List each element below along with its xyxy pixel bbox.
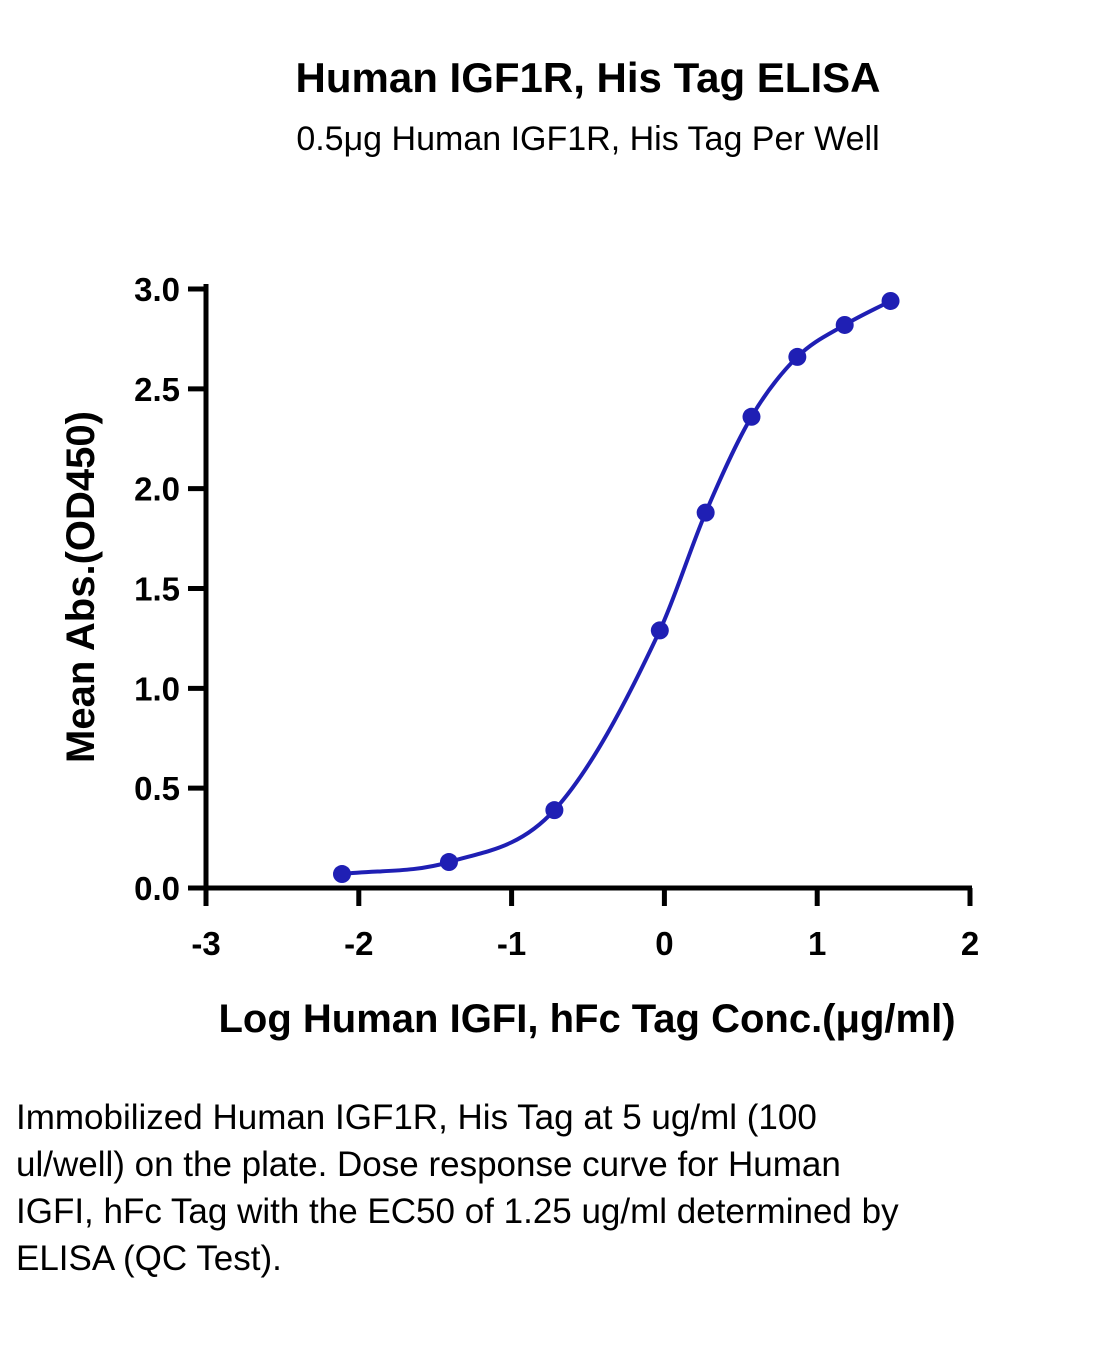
y-tick-label: 1.5 [134,571,180,608]
x-tick-label: -2 [344,925,373,962]
data-point [742,407,761,426]
fit-curve [341,299,892,877]
chart-subtitle: 0.5μg Human IGF1R, His Tag Per Well [296,120,879,158]
data-point [332,865,351,884]
x-tick-label: 2 [961,925,979,962]
data-points [332,291,900,884]
data-point [881,291,900,310]
chart: Human IGF1R, His Tag ELISA 0.5μg Human I… [59,54,979,1041]
data-point [545,801,564,820]
data-point [650,621,669,640]
chart-title: Human IGF1R, His Tag ELISA [296,54,881,101]
y-tick-label: 3.0 [134,271,180,308]
data-point [788,347,807,366]
x-axis-label: Log Human IGFI, hFc Tag Conc.(μg/ml) [218,997,955,1041]
y-tick-label: 2.5 [134,371,180,408]
y-tick-label: 1.0 [134,670,180,707]
y-tick-label: 0.5 [134,770,180,807]
y-tick-label: 2.0 [134,471,180,508]
x-tick-label: 1 [808,925,826,962]
y-tick-label: 0.0 [134,870,180,907]
figure-caption: Immobilized Human IGF1R, His Tag at 5 ug… [16,1098,899,1278]
data-point [696,503,715,522]
x-tick-label: 0 [655,925,673,962]
axes [203,284,972,891]
data-point [835,315,854,334]
data-point [439,853,458,872]
x-tick-label: -3 [191,925,220,962]
y-axis-label: Mean Abs.(OD450) [59,411,103,763]
x-tick-label: -1 [497,925,526,962]
ticks: 0.0 0.5 1.0 1.5 2.0 2.5 3.0 -3 -2 -1 0 1 2 [134,271,979,962]
